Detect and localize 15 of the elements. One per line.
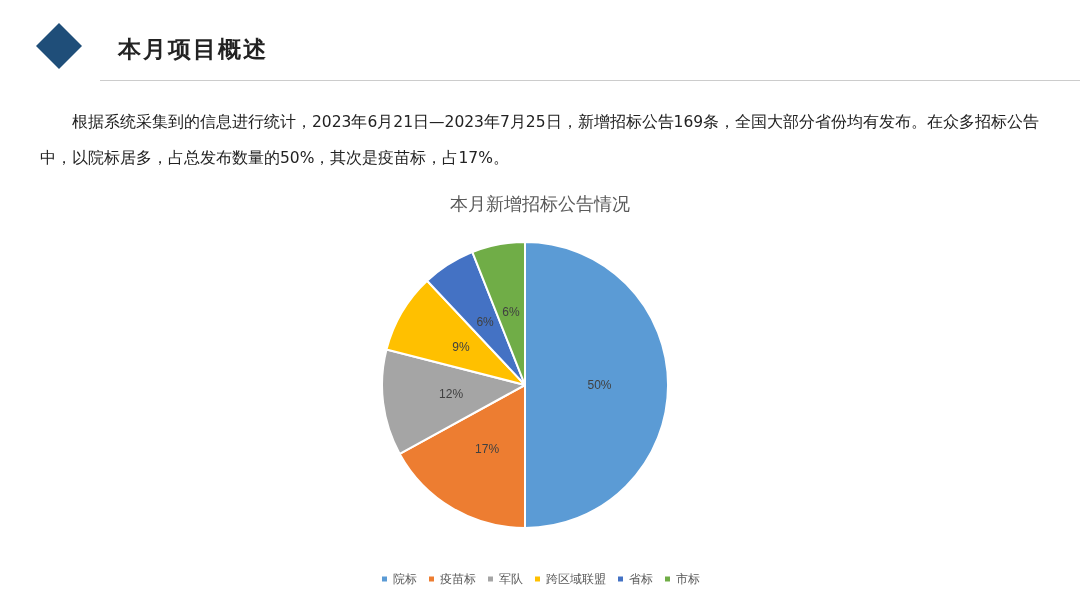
- legend-label: 跨区域联盟: [546, 572, 606, 586]
- legend-label: 院标: [393, 572, 417, 586]
- text: 根据系统采集到的信息进行统计，2023年6月21日—2023年7月25日，新增招标公告169条，全国大部分省份均有发布。在众多招标公告中，以院标居多，占总发布数量的50%，其次是疫苗标，占17%。: [40, 112, 1041, 169]
- data-label: 50%: [587, 378, 612, 392]
- legend-label: 疫苗标: [440, 572, 476, 586]
- data-label: 9%: [452, 340, 470, 355]
- text: 本月项目概述: [118, 35, 268, 64]
- data-label: 6%: [502, 304, 521, 319]
- chart-title: 本月新增招标公告情况: [450, 194, 630, 214]
- legend-label: 军队: [499, 572, 523, 586]
- data-label: 12%: [439, 387, 464, 402]
- legend-label: 市标: [676, 572, 700, 586]
- legend-label: 省标: [629, 572, 653, 586]
- data-label: 6%: [476, 315, 495, 330]
- data-label: 17%: [475, 442, 500, 457]
